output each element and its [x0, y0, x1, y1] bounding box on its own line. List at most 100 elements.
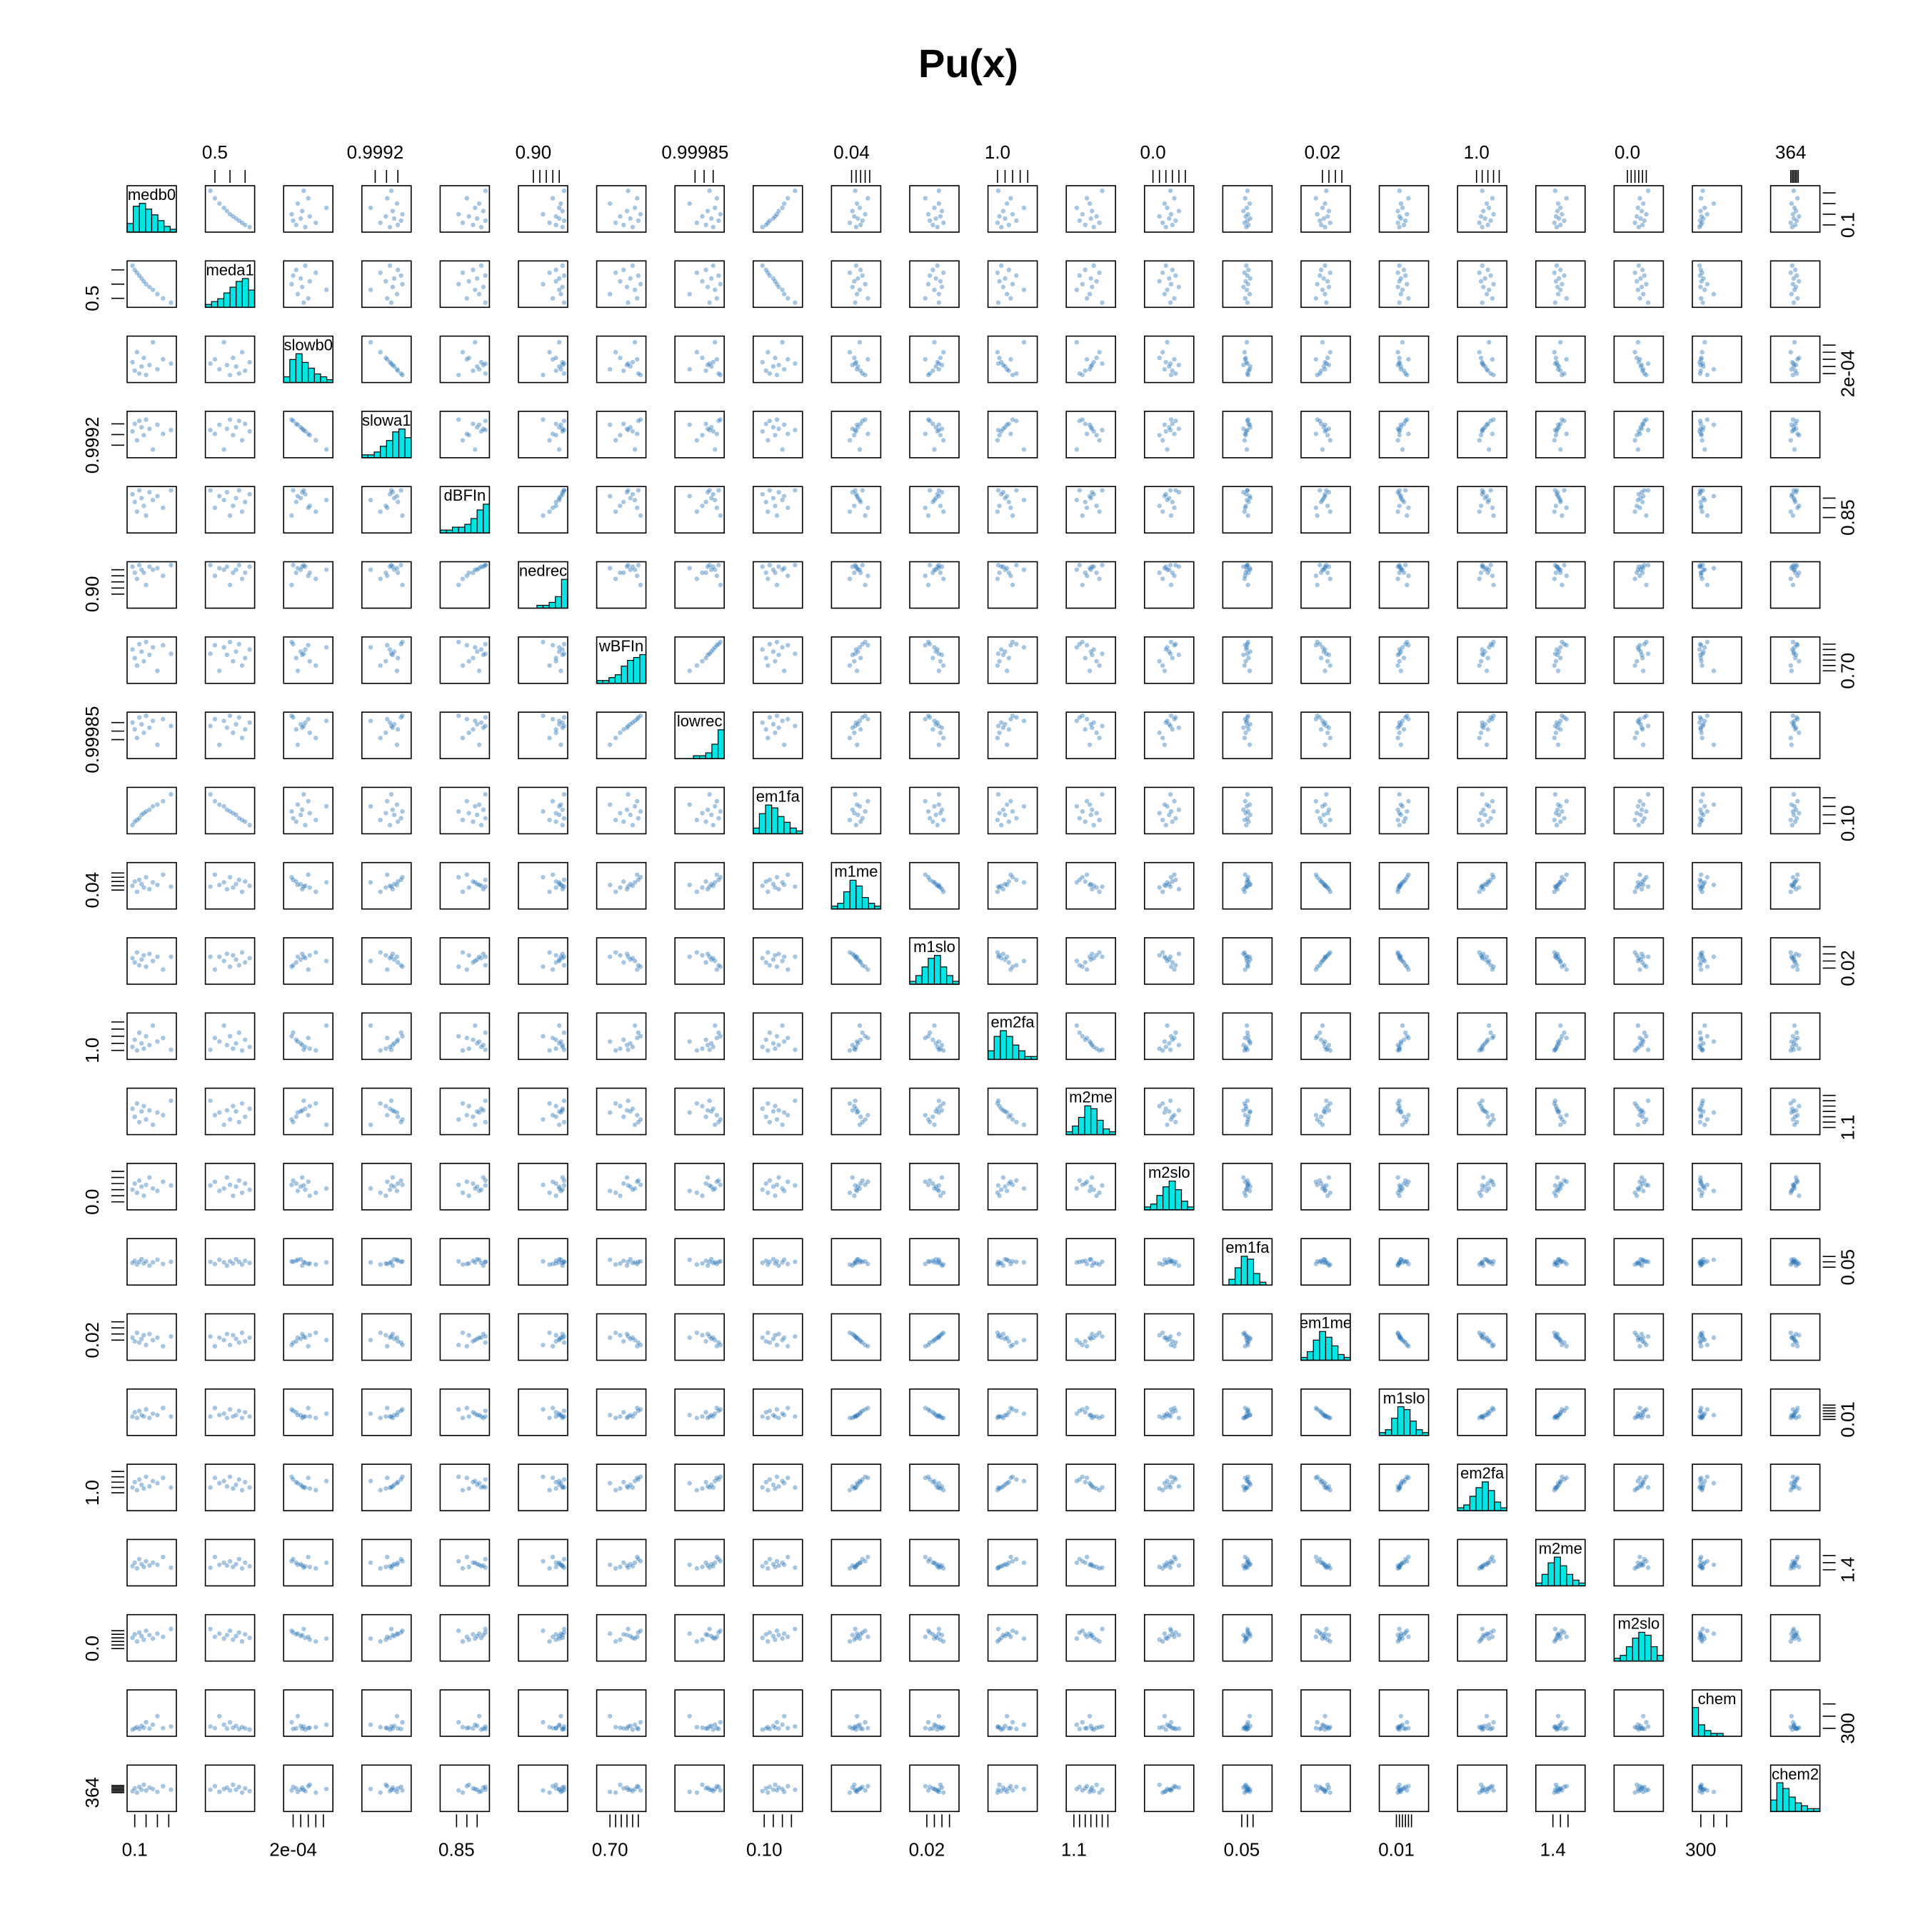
- point: [300, 209, 304, 213]
- point: [477, 1188, 481, 1193]
- point: [466, 1414, 471, 1418]
- point: [1555, 1175, 1560, 1179]
- point: [635, 1344, 639, 1348]
- point: [477, 1413, 481, 1417]
- point: [465, 643, 469, 647]
- point: [1165, 288, 1169, 292]
- point: [785, 1261, 790, 1266]
- point: [1001, 887, 1005, 891]
- point: [221, 719, 226, 723]
- point: [853, 428, 857, 432]
- point: [1562, 816, 1566, 820]
- point: [1100, 1048, 1104, 1052]
- point: [1554, 1103, 1558, 1108]
- point: [1698, 816, 1702, 820]
- point: [1022, 1260, 1026, 1264]
- point: [132, 369, 136, 373]
- point: [247, 1106, 251, 1111]
- point: [562, 274, 566, 278]
- point: [782, 954, 786, 959]
- point: [1172, 1344, 1176, 1348]
- point: [1245, 959, 1249, 963]
- point: [1792, 1023, 1797, 1028]
- point: [1327, 808, 1331, 812]
- point: [400, 1117, 404, 1121]
- point: [760, 1187, 765, 1191]
- point: [217, 954, 221, 959]
- point: [1397, 1260, 1402, 1264]
- point: [764, 656, 768, 660]
- point: [1243, 1036, 1247, 1040]
- point: [626, 1334, 630, 1338]
- point: [1245, 288, 1249, 292]
- point: [1480, 823, 1485, 827]
- point: [1163, 954, 1167, 959]
- point: [1157, 1333, 1161, 1337]
- point: [383, 1193, 388, 1198]
- point: [289, 1407, 293, 1411]
- point: [695, 1101, 699, 1106]
- point: [139, 722, 144, 726]
- point: [773, 659, 777, 664]
- point: [231, 504, 235, 508]
- point: [1322, 823, 1327, 827]
- histogram-bar: [556, 596, 562, 608]
- point: [715, 431, 719, 436]
- point: [221, 206, 226, 210]
- point: [785, 1113, 790, 1117]
- point: [923, 431, 928, 436]
- point: [718, 1117, 723, 1121]
- point: [1554, 214, 1558, 219]
- point: [1488, 274, 1492, 278]
- point: [930, 1038, 935, 1042]
- point: [221, 1123, 226, 1127]
- point: [1553, 792, 1557, 796]
- point: [771, 957, 775, 961]
- point: [618, 1103, 622, 1108]
- point: [1173, 219, 1178, 223]
- point: [937, 301, 941, 305]
- point: [1089, 276, 1093, 281]
- histogram-bar: [393, 432, 399, 458]
- point: [1322, 422, 1327, 426]
- point: [613, 889, 618, 894]
- point: [996, 724, 1000, 728]
- point: [1789, 1039, 1794, 1043]
- point: [471, 268, 475, 272]
- point: [296, 422, 300, 426]
- point: [848, 818, 852, 822]
- point: [1173, 878, 1178, 882]
- point: [1644, 714, 1648, 718]
- point: [1646, 361, 1650, 366]
- point: [782, 1039, 786, 1043]
- point: [141, 433, 146, 437]
- histogram-bar: [947, 976, 953, 984]
- point: [1157, 279, 1161, 284]
- point: [1397, 1048, 1402, 1052]
- point: [475, 276, 479, 281]
- point: [937, 724, 941, 728]
- point: [938, 356, 943, 360]
- point: [785, 196, 790, 200]
- point: [247, 720, 251, 724]
- point: [1397, 279, 1402, 284]
- point: [161, 431, 165, 436]
- point: [147, 726, 151, 730]
- point: [937, 189, 941, 193]
- point: [855, 1039, 859, 1043]
- point: [208, 1183, 212, 1187]
- point: [313, 438, 318, 442]
- point: [1795, 717, 1799, 721]
- point: [937, 743, 941, 747]
- point: [1632, 509, 1637, 514]
- point: [713, 1123, 717, 1127]
- point: [558, 1188, 563, 1193]
- point: [1008, 296, 1013, 301]
- point: [308, 1193, 312, 1198]
- point: [1243, 731, 1247, 735]
- point: [551, 872, 555, 876]
- point: [1170, 500, 1175, 504]
- point: [1324, 792, 1328, 796]
- point: [1245, 954, 1250, 959]
- point: [306, 1036, 311, 1040]
